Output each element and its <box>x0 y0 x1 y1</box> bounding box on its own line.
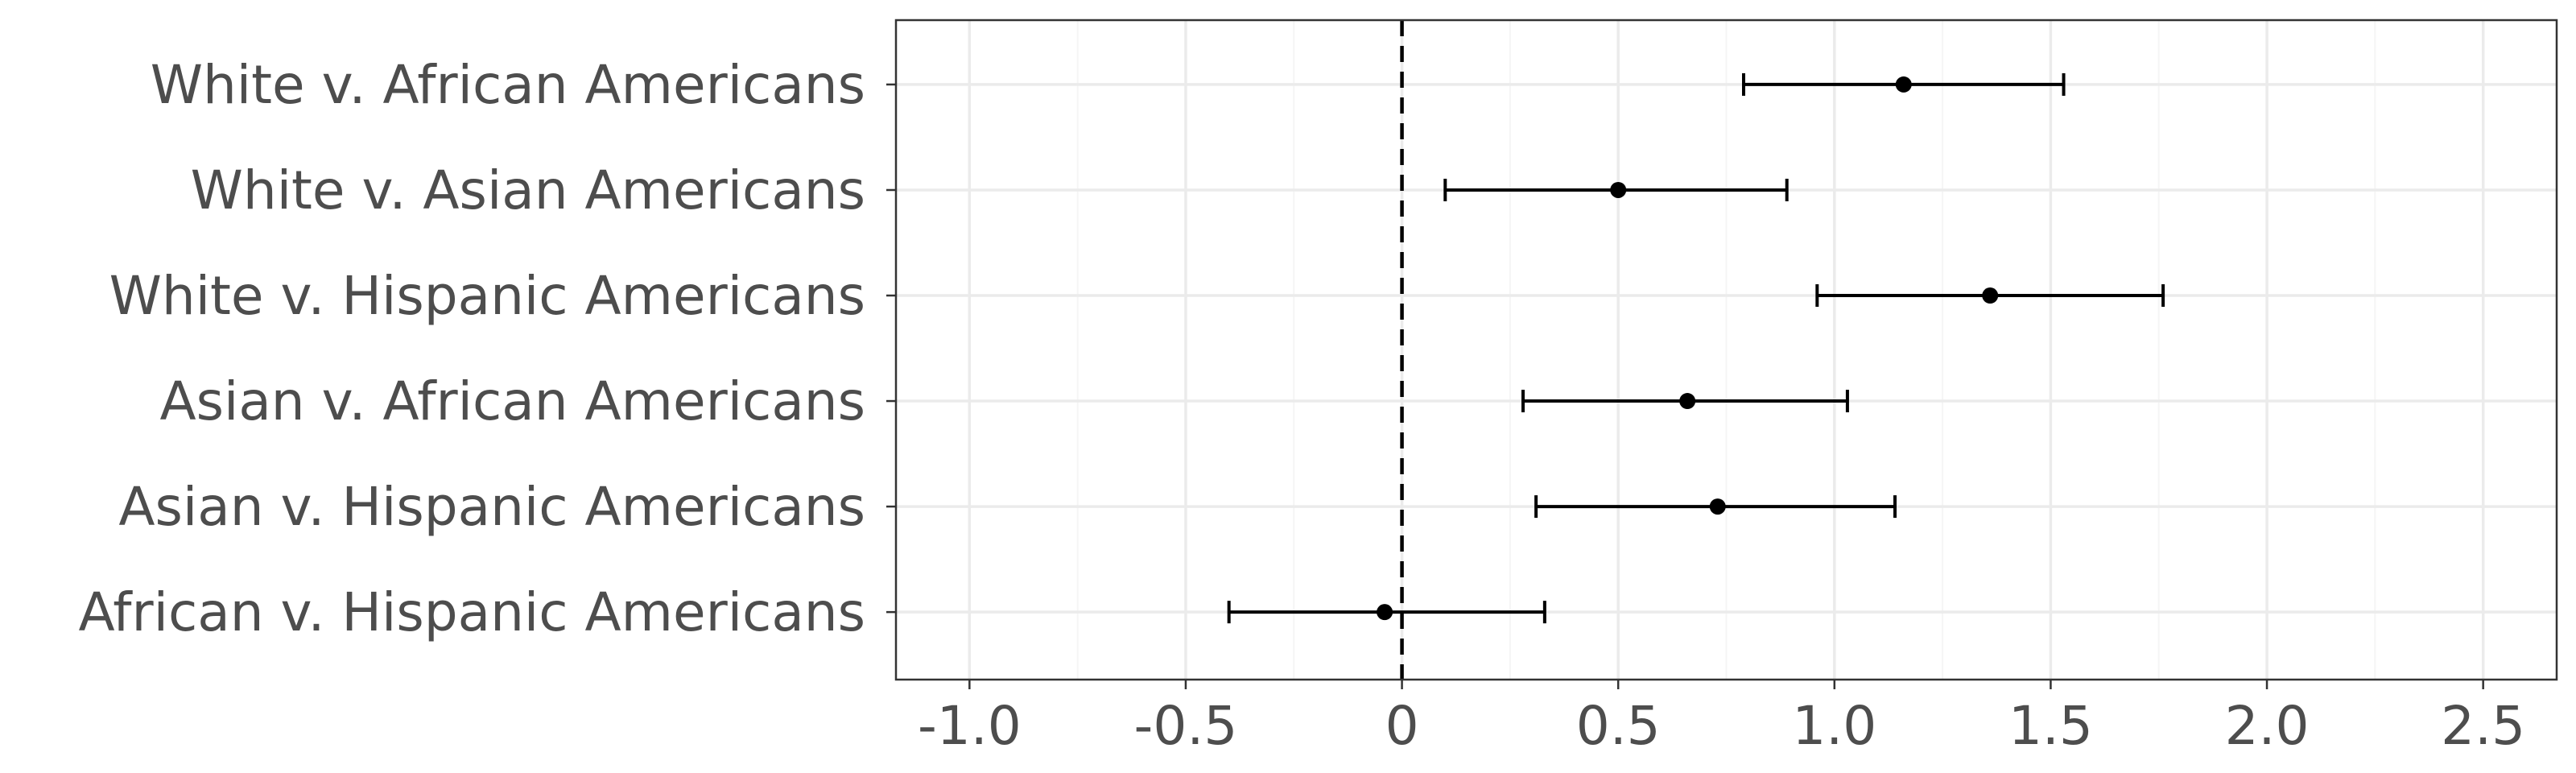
x-tick-label: 0 <box>1385 695 1419 757</box>
point-estimate <box>1610 181 1627 198</box>
category-label: Asian v. African Americans <box>159 370 865 432</box>
x-axis: -1.0 -0.5 0 0.5 1.0 1.5 2.0 2.5 <box>918 680 2525 757</box>
category-label: Asian v. Hispanic Americans <box>118 476 865 538</box>
x-tick-label: 1.0 <box>1792 695 1876 757</box>
category-label: African v. Hispanic Americans <box>78 581 865 643</box>
plot-panel-border <box>894 19 2558 681</box>
estimate-row <box>1534 495 1897 519</box>
x-tick-label: 1.5 <box>2008 695 2093 757</box>
y-axis: White v. African Americans White v. Asian… <box>78 54 896 643</box>
category-label: White v. African Americans <box>151 54 865 116</box>
x-tick-label: 2.0 <box>2225 695 2310 757</box>
x-tick-label: -0.5 <box>1134 695 1238 757</box>
estimate-row <box>1521 390 1849 413</box>
point-estimate <box>1982 287 1999 304</box>
category-label: White v. Hispanic Americans <box>109 265 865 327</box>
x-tick-label: 0.5 <box>1576 695 1661 757</box>
estimate-row <box>1815 284 2165 308</box>
estimate-row <box>1227 601 1546 624</box>
estimate-row <box>1741 72 2066 96</box>
category-label: White v. Asian Americans <box>191 159 865 221</box>
x-tick-label: -1.0 <box>918 695 1022 757</box>
estimates-layer <box>1227 72 2165 624</box>
x-tick-label: 2.5 <box>2441 695 2525 757</box>
point-estimate <box>1895 76 1912 93</box>
grid-minor-lines <box>1076 20 2376 680</box>
point-estimate <box>1709 498 1726 515</box>
point-estimate <box>1679 393 1696 410</box>
estimate-row <box>1443 178 1789 201</box>
point-estimate <box>1377 604 1393 621</box>
